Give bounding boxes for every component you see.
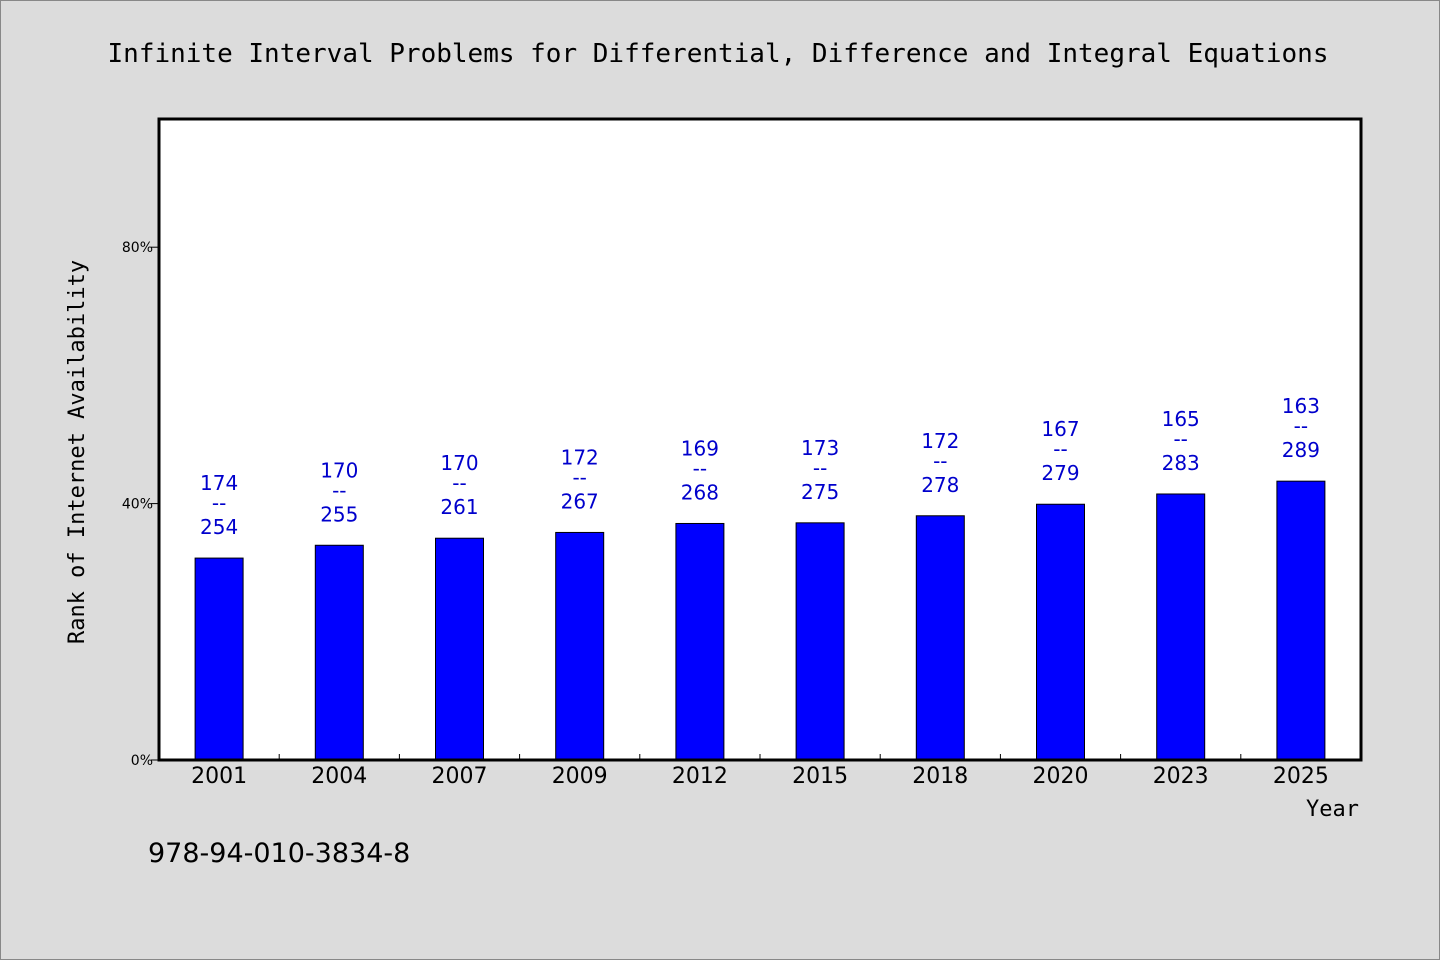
data-labels-group: 174--254170--255170--261172--267169--268… (200, 394, 1320, 539)
bar-2023 (1156, 493, 1206, 761)
chart-title: Infinite Interval Problems for Different… (108, 39, 1329, 69)
x-tick-label-2023: 2023 (1153, 764, 1209, 789)
data-label-separator-2007: -- (452, 471, 466, 495)
data-label-bottom-2009: 267 (561, 489, 599, 513)
data-label-bottom-2015: 275 (801, 480, 839, 504)
bar-2001 (194, 557, 244, 761)
bar-2020 (1036, 503, 1085, 761)
x-axis-title: Year (1306, 797, 1359, 822)
data-label-separator-2020: -- (1053, 437, 1067, 461)
data-label-separator-2025: -- (1294, 414, 1308, 438)
data-label-separator-2012: -- (693, 456, 707, 480)
data-label-top-2018: 172 (921, 429, 959, 453)
data-label-bottom-2012: 268 (681, 480, 719, 504)
data-label-separator-2018: -- (933, 449, 947, 473)
x-axis-ticks: 2001 2004 2007 2009 2012 2015 2018 2020 2023 2025 (191, 754, 1329, 789)
x-tick-label-2025: 2025 (1273, 764, 1329, 789)
x-tick-label-2004: 2004 (311, 764, 367, 789)
data-label-bottom-2018: 278 (921, 473, 959, 497)
data-label-bottom-2020: 279 (1041, 461, 1079, 485)
x-tick-label-2001: 2001 (191, 764, 247, 789)
bar-2007 (435, 537, 484, 761)
data-label-separator-2023: -- (1173, 427, 1187, 451)
x-tick-label-2018: 2018 (912, 764, 968, 789)
x-tick-label-2020: 2020 (1033, 764, 1089, 789)
data-label-top-2023: 165 (1162, 407, 1200, 431)
bar-2025 (1276, 480, 1326, 761)
data-label-top-2004: 170 (320, 458, 358, 482)
x-tick-label-2015: 2015 (792, 764, 848, 789)
x-tick-label-2009: 2009 (552, 764, 608, 789)
data-label-bottom-2007: 261 (440, 495, 478, 519)
y-axis-ticks: 0% 40% 80% (122, 240, 159, 769)
data-label-top-2012: 169 (681, 436, 719, 460)
y-tick-label: 0% (131, 753, 153, 769)
data-label-separator-2015: -- (813, 456, 827, 480)
x-tick-label-2007: 2007 (432, 764, 488, 789)
data-label-bottom-2004: 255 (320, 502, 358, 526)
bar-2012 (675, 522, 725, 761)
data-label-top-2020: 167 (1041, 417, 1079, 441)
data-label-top-2007: 170 (440, 451, 478, 475)
data-label-separator-2009: -- (572, 465, 586, 489)
data-label-separator-2004: -- (332, 478, 346, 502)
footer-isbn: 978-94-010-3834-8 (148, 838, 410, 869)
bar-2018 (915, 515, 965, 761)
y-tick-label: 80% (122, 240, 153, 256)
bar-2009 (555, 531, 605, 761)
bar-2004 (314, 544, 364, 761)
y-axis-title: Rank of Internet Availability (65, 260, 90, 644)
bars-group (194, 480, 1326, 761)
bar-2015 (795, 522, 845, 761)
data-label-top-2015: 173 (801, 436, 839, 460)
data-label-top-2025: 163 (1282, 394, 1320, 418)
data-label-top-2001: 174 (200, 471, 238, 495)
data-label-separator-2001: -- (212, 491, 226, 515)
x-tick-label-2012: 2012 (672, 764, 728, 789)
data-label-bottom-2025: 289 (1282, 438, 1320, 462)
data-label-bottom-2001: 254 (200, 515, 238, 539)
data-label-top-2009: 172 (561, 445, 599, 469)
y-tick-label: 40% (122, 497, 153, 513)
data-label-bottom-2023: 283 (1162, 451, 1200, 475)
